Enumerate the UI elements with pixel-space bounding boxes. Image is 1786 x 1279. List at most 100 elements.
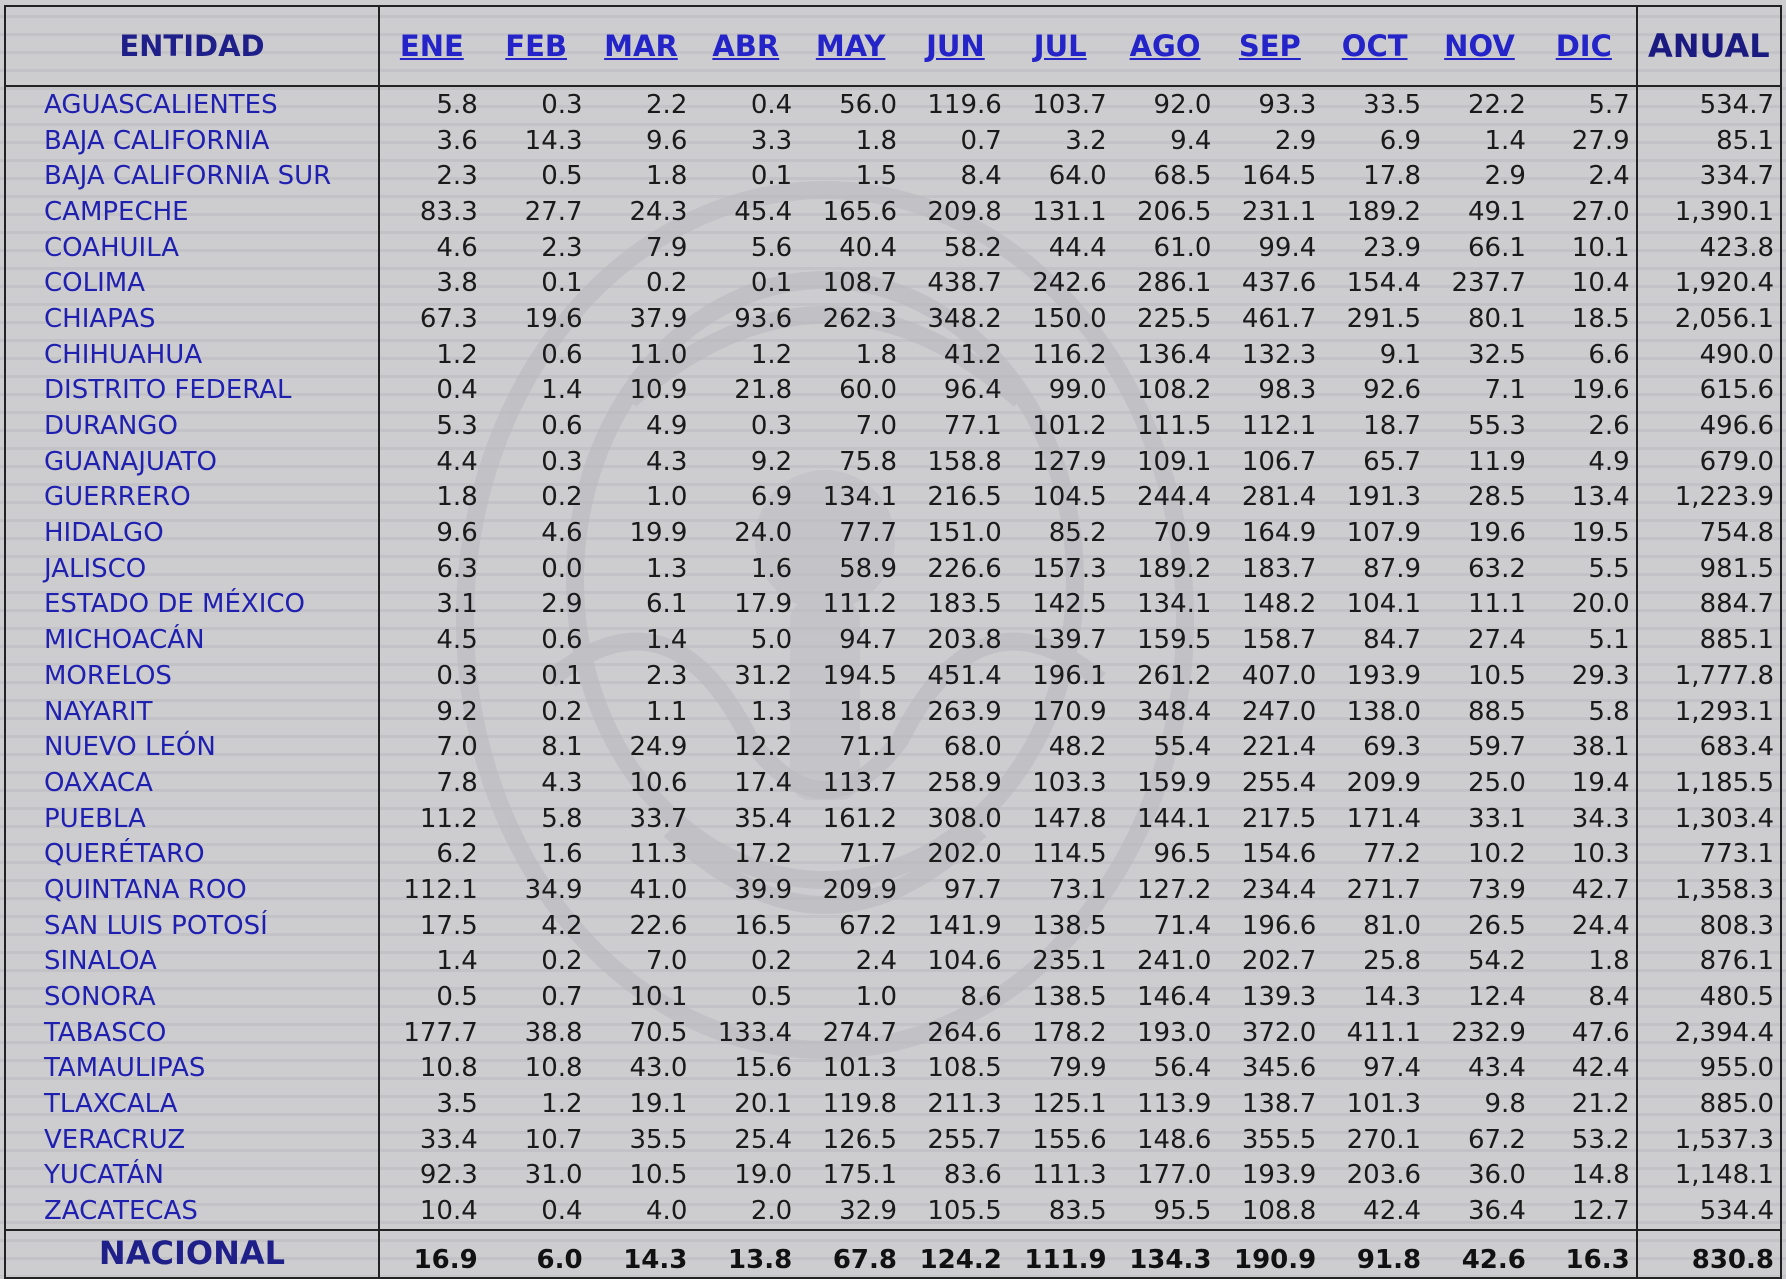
- value-cell-ago: 113.9: [1137, 1089, 1212, 1120]
- annual-cell: 1,185.5: [1636, 765, 1783, 801]
- month-link[interactable]: OCT: [1341, 29, 1408, 63]
- value-cell-nov: 32.5: [1467, 339, 1526, 370]
- value-cell-nov: 59.7: [1467, 732, 1526, 763]
- column-header-abr[interactable]: ABR: [693, 5, 799, 87]
- column-header-mar[interactable]: MAR: [588, 5, 694, 87]
- value-cell-feb: 0.0: [541, 553, 583, 584]
- value-cell-nov: 80.1: [1467, 303, 1526, 334]
- value-cell-oct: 23.9: [1363, 232, 1422, 263]
- column-header-may[interactable]: MAY: [798, 5, 903, 87]
- value-cell-ene: 7.8: [436, 767, 478, 798]
- month-link[interactable]: SEP: [1238, 29, 1301, 63]
- value-cell-oct: 104.1: [1346, 589, 1422, 620]
- value-cell-may: 60.0: [839, 375, 897, 406]
- value-cell-jul: 73.1: [1048, 874, 1107, 905]
- value-cell-sep: 355.5: [1241, 1124, 1317, 1155]
- value-cell-may: 161.2: [822, 803, 897, 834]
- month-link[interactable]: JUN: [926, 29, 985, 63]
- month-link[interactable]: MAY: [815, 29, 886, 63]
- value-cell-oct: 42.4: [1363, 1196, 1422, 1227]
- table-row: QUERÉTARO 6.2 1.6 11.3 17.2 71.7 202.0 114.5 96.…: [4, 836, 1783, 873]
- column-header-ago[interactable]: AGO: [1112, 5, 1218, 87]
- month-link[interactable]: NOV: [1444, 29, 1515, 63]
- value-cell-jul: 150.0: [1032, 303, 1107, 334]
- value-cell-ene: 6.3: [436, 553, 478, 584]
- value-cell-sep: 193.9: [1241, 1160, 1317, 1191]
- value-cell-ene: 2.3: [436, 161, 478, 192]
- value-cell-jun: 97.7: [943, 874, 1002, 905]
- month-link[interactable]: AGO: [1129, 29, 1201, 63]
- value-cell-sep: 461.7: [1241, 303, 1317, 334]
- value-cell-oct: 209.9: [1346, 767, 1422, 798]
- value-cell-abr: 17.2: [734, 839, 793, 870]
- value-cell-jul: 79.9: [1048, 1053, 1107, 1084]
- annual-cell: 1,293.1: [1636, 693, 1783, 730]
- value-cell-jun: 183.5: [927, 589, 1002, 620]
- value-cell-may: 262.3: [822, 303, 897, 334]
- column-header-ene[interactable]: ENE: [378, 5, 484, 87]
- value-cell-jul: 139.7: [1032, 625, 1107, 656]
- table-row: BAJA CALIFORNIA SUR 2.3 0.5 1.8 0.1 1.5 8.4 64.…: [4, 158, 1783, 195]
- value-cell-mar: 0.2: [646, 268, 688, 299]
- annual-cell: 496.6: [1636, 408, 1783, 444]
- table-row: SINALOA 1.4 0.2 7.0 0.2 2.4 104.6 235.1 241.0 202…: [4, 943, 1783, 980]
- value-cell-jul: 103.3: [1032, 767, 1107, 798]
- value-cell-dic: 27.0: [1531, 194, 1638, 230]
- value-cell-mar: 4.3: [646, 446, 688, 477]
- value-cell-mar: 7.9: [646, 232, 688, 263]
- value-cell-sep: 132.3: [1241, 339, 1317, 370]
- column-header-nov[interactable]: NOV: [1427, 5, 1532, 87]
- total-value-mar: 14.3: [588, 1229, 694, 1279]
- month-link[interactable]: ENE: [399, 29, 464, 63]
- column-header-jul[interactable]: JUL: [1007, 5, 1113, 87]
- entity-name: ZACATECAS: [4, 1193, 380, 1230]
- column-header-sep[interactable]: SEP: [1217, 5, 1323, 87]
- column-header-dic[interactable]: DIC: [1531, 5, 1637, 87]
- value-cell-ene: 5.3: [436, 411, 478, 442]
- value-cell-sep: 106.7: [1241, 446, 1317, 477]
- value-cell-oct: 97.4: [1363, 1053, 1422, 1084]
- value-cell-feb: 0.3: [541, 446, 583, 477]
- value-cell-abr: 31.2: [734, 660, 793, 691]
- entity-name: HIDALGO: [4, 515, 380, 551]
- value-cell-nov: 19.6: [1467, 518, 1526, 549]
- table-row: GUERRERO 1.8 0.2 1.0 6.9 134.1 216.5 104.5 244.4…: [4, 479, 1783, 516]
- value-cell-mar: 1.0: [646, 482, 688, 513]
- value-cell-jul: 99.0: [1048, 375, 1107, 406]
- value-cell-oct: 9.1: [1379, 339, 1422, 370]
- annual-cell: 2,394.4: [1636, 1014, 1783, 1051]
- month-link[interactable]: ABR: [712, 29, 780, 63]
- value-cell-mar: 1.4: [646, 625, 688, 656]
- total-value-oct: 91.8: [1322, 1229, 1428, 1279]
- value-cell-mar: 2.3: [646, 660, 688, 691]
- month-link[interactable]: JUL: [1033, 29, 1087, 63]
- value-cell-dic: 42.4: [1531, 1050, 1638, 1087]
- value-cell-ene: 7.0: [436, 732, 478, 763]
- value-cell-jun: 264.6: [927, 1017, 1002, 1048]
- value-cell-jun: 141.9: [927, 910, 1002, 941]
- table-row: VERACRUZ 33.4 10.7 35.5 25.4 126.5 255.7 155.6 1…: [4, 1121, 1783, 1158]
- value-cell-sep: 234.4: [1241, 874, 1317, 905]
- table-row: YUCATÁN 92.3 31.0 10.5 19.0 175.1 83.6 111.3 177…: [4, 1157, 1783, 1194]
- column-header-feb[interactable]: FEB: [483, 5, 589, 87]
- value-cell-ago: 148.6: [1137, 1124, 1212, 1155]
- month-link[interactable]: MAR: [604, 29, 678, 63]
- column-header-jun[interactable]: JUN: [903, 5, 1008, 87]
- value-cell-abr: 5.6: [750, 232, 793, 263]
- month-link[interactable]: DIC: [1555, 29, 1612, 63]
- value-cell-jul: 103.7: [1032, 89, 1107, 120]
- table-row: SAN LUIS POTOSÍ 17.5 4.2 22.6 16.5 67.2 141.9 1…: [4, 907, 1783, 944]
- value-cell-oct: 25.8: [1363, 946, 1422, 977]
- value-cell-dic: 47.6: [1531, 1014, 1638, 1051]
- value-cell-ene: 33.4: [419, 1124, 478, 1155]
- value-cell-jun: 438.7: [927, 268, 1002, 299]
- month-link[interactable]: FEB: [505, 29, 568, 63]
- value-cell-sep: 281.4: [1241, 482, 1317, 513]
- value-cell-ene: 3.6: [436, 125, 478, 156]
- value-cell-jun: 211.3: [927, 1089, 1002, 1120]
- value-cell-dic: 38.1: [1531, 729, 1638, 766]
- entity-name: CAMPECHE: [4, 194, 380, 230]
- column-header-oct[interactable]: OCT: [1322, 5, 1428, 87]
- value-cell-ene: 4.5: [436, 625, 478, 656]
- value-cell-feb: 0.2: [541, 482, 583, 513]
